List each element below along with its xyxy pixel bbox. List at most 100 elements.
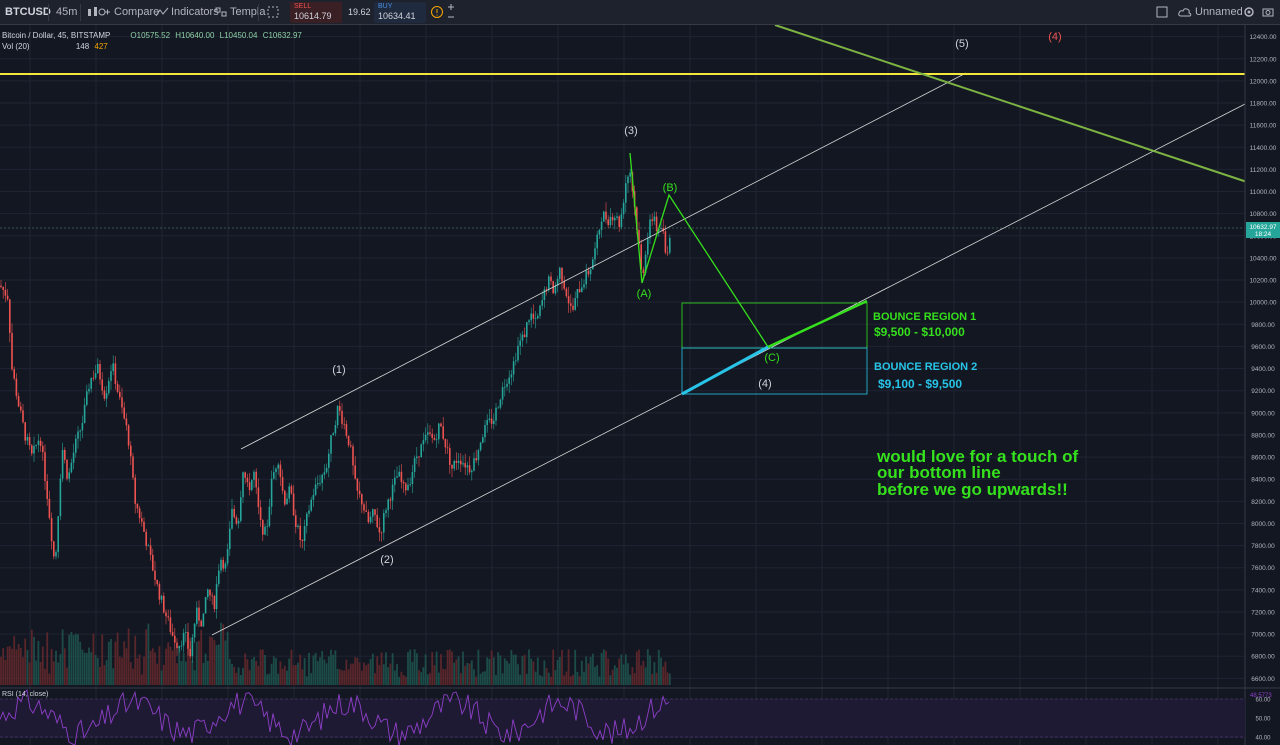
- candle-body: [416, 456, 418, 459]
- volume-bar: [347, 669, 350, 685]
- candle-body: [374, 509, 376, 515]
- candle-body: [191, 637, 194, 657]
- volume-label[interactable]: Vol (20): [2, 42, 30, 51]
- compare-button[interactable]: Compare: [114, 6, 160, 18]
- candle-body: [101, 379, 103, 391]
- snapshot-icon[interactable]: [1262, 0, 1274, 25]
- symbol-search[interactable]: BTCUSD: [5, 6, 51, 18]
- volume-bar: [68, 634, 71, 685]
- candle-body: [464, 463, 466, 468]
- candle-body: [490, 418, 493, 424]
- candle-body: [171, 632, 174, 636]
- volume-bar: [534, 671, 537, 685]
- volume-bar: [19, 648, 22, 685]
- volume-bar: [594, 666, 596, 685]
- interval-selector[interactable]: 45m: [56, 6, 78, 18]
- price-axis[interactable]: 12400.00 12200.00 12000.00 11800.00 11600.00…: [1244, 25, 1280, 745]
- volume-bar: [413, 649, 416, 685]
- legend-low: L10450.04: [219, 31, 258, 40]
- volume-bar: [484, 671, 486, 685]
- rsi-panel[interactable]: 60.00 50.00 40.00: [0, 687, 1280, 745]
- volume-bar: [248, 670, 251, 685]
- candle-body: [288, 486, 290, 499]
- volume-ma: 427: [94, 42, 108, 51]
- templates-icon[interactable]: [214, 0, 228, 25]
- candle-body: [299, 525, 301, 541]
- volume-bar: [110, 638, 112, 685]
- candle-body: [255, 471, 257, 488]
- volume-bar: [550, 676, 552, 685]
- bar-style-icon[interactable]: [86, 0, 100, 25]
- fullscreen-icon[interactable]: [1156, 0, 1168, 25]
- volume-bar: [211, 637, 214, 685]
- candle-body: [220, 559, 222, 571]
- candle-body: [4, 289, 7, 296]
- indicators-button[interactable]: Indicators: [171, 6, 219, 18]
- volume-bar: [169, 646, 172, 685]
- candle-body: [669, 237, 671, 253]
- volume-bar: [255, 660, 258, 685]
- alert-icon[interactable]: [430, 0, 444, 25]
- candle-body: [147, 545, 150, 547]
- volume-bar: [101, 634, 104, 685]
- candle-body: [248, 482, 251, 491]
- volume-bar: [140, 674, 143, 685]
- candle-body: [292, 493, 295, 516]
- volume-bar: [105, 660, 108, 685]
- volume-bar: [431, 652, 434, 685]
- candle-body: [72, 452, 75, 463]
- candle-body: [548, 276, 550, 290]
- candle-body: [660, 228, 662, 229]
- candle-body: [154, 570, 156, 580]
- legend-title[interactable]: Bitcoin / Dollar, 45, BITSTAMP: [2, 31, 111, 40]
- candle-body: [347, 435, 350, 446]
- volume-bar: [33, 636, 35, 685]
- note-line-2: our bottom line: [877, 463, 1001, 482]
- volume-bar: [649, 655, 651, 685]
- candle-body: [55, 552, 57, 557]
- volume-bar: [327, 656, 330, 685]
- volume-bar: [222, 624, 225, 685]
- rsi-label[interactable]: RSI (14, close): [2, 691, 49, 698]
- volume-bar: [398, 676, 401, 685]
- rsi-line: [0, 689, 670, 745]
- candle-body: [127, 425, 130, 446]
- candle-body: [303, 525, 306, 542]
- compare-icon[interactable]: [97, 0, 111, 25]
- settings-gear-icon[interactable]: [1243, 0, 1255, 25]
- volume-bar: [268, 673, 271, 685]
- buy-button[interactable]: BUY 10634.41: [374, 2, 426, 23]
- candle-body: [134, 477, 136, 504]
- volume-bar: [558, 656, 561, 685]
- volume-bar: [486, 657, 489, 685]
- candle-body: [508, 377, 510, 384]
- candle-body: [306, 513, 308, 526]
- volume-bar: [96, 657, 99, 685]
- candle-body: [517, 345, 519, 361]
- volume-bar: [297, 662, 299, 685]
- candle-body: [174, 635, 176, 643]
- volume-bar: [149, 650, 152, 685]
- price-chart[interactable]: (1) (2) (3) (5) (4) (A) (B) (C) (4) BOUN…: [0, 25, 1280, 745]
- templates-button[interactable]: Templa: [230, 6, 266, 18]
- candle-body: [77, 431, 79, 439]
- sell-button[interactable]: SELL 10614.79: [290, 2, 342, 23]
- volume-bar: [178, 647, 181, 685]
- indicators-icon[interactable]: [155, 0, 169, 25]
- layout-name[interactable]: Unnamed: [1195, 6, 1243, 18]
- candle-body: [402, 482, 405, 484]
- candle-body: [180, 645, 183, 647]
- candle-body: [497, 407, 499, 409]
- volume-bar: [644, 667, 647, 685]
- candle-body: [237, 520, 240, 524]
- zoom-controls-icon[interactable]: [446, 0, 456, 25]
- price-tick-label: 10200.00: [1249, 278, 1276, 285]
- crosshair-icon[interactable]: [266, 0, 280, 25]
- candle-body: [493, 420, 495, 424]
- candle-body: [449, 448, 451, 465]
- volume-bar: [160, 670, 163, 685]
- candle-body: [345, 424, 348, 436]
- price-tick-label: 9400.00: [1251, 366, 1275, 373]
- price-tick-label: 10400.00: [1249, 255, 1276, 262]
- price-tick-label: 9200.00: [1251, 388, 1275, 395]
